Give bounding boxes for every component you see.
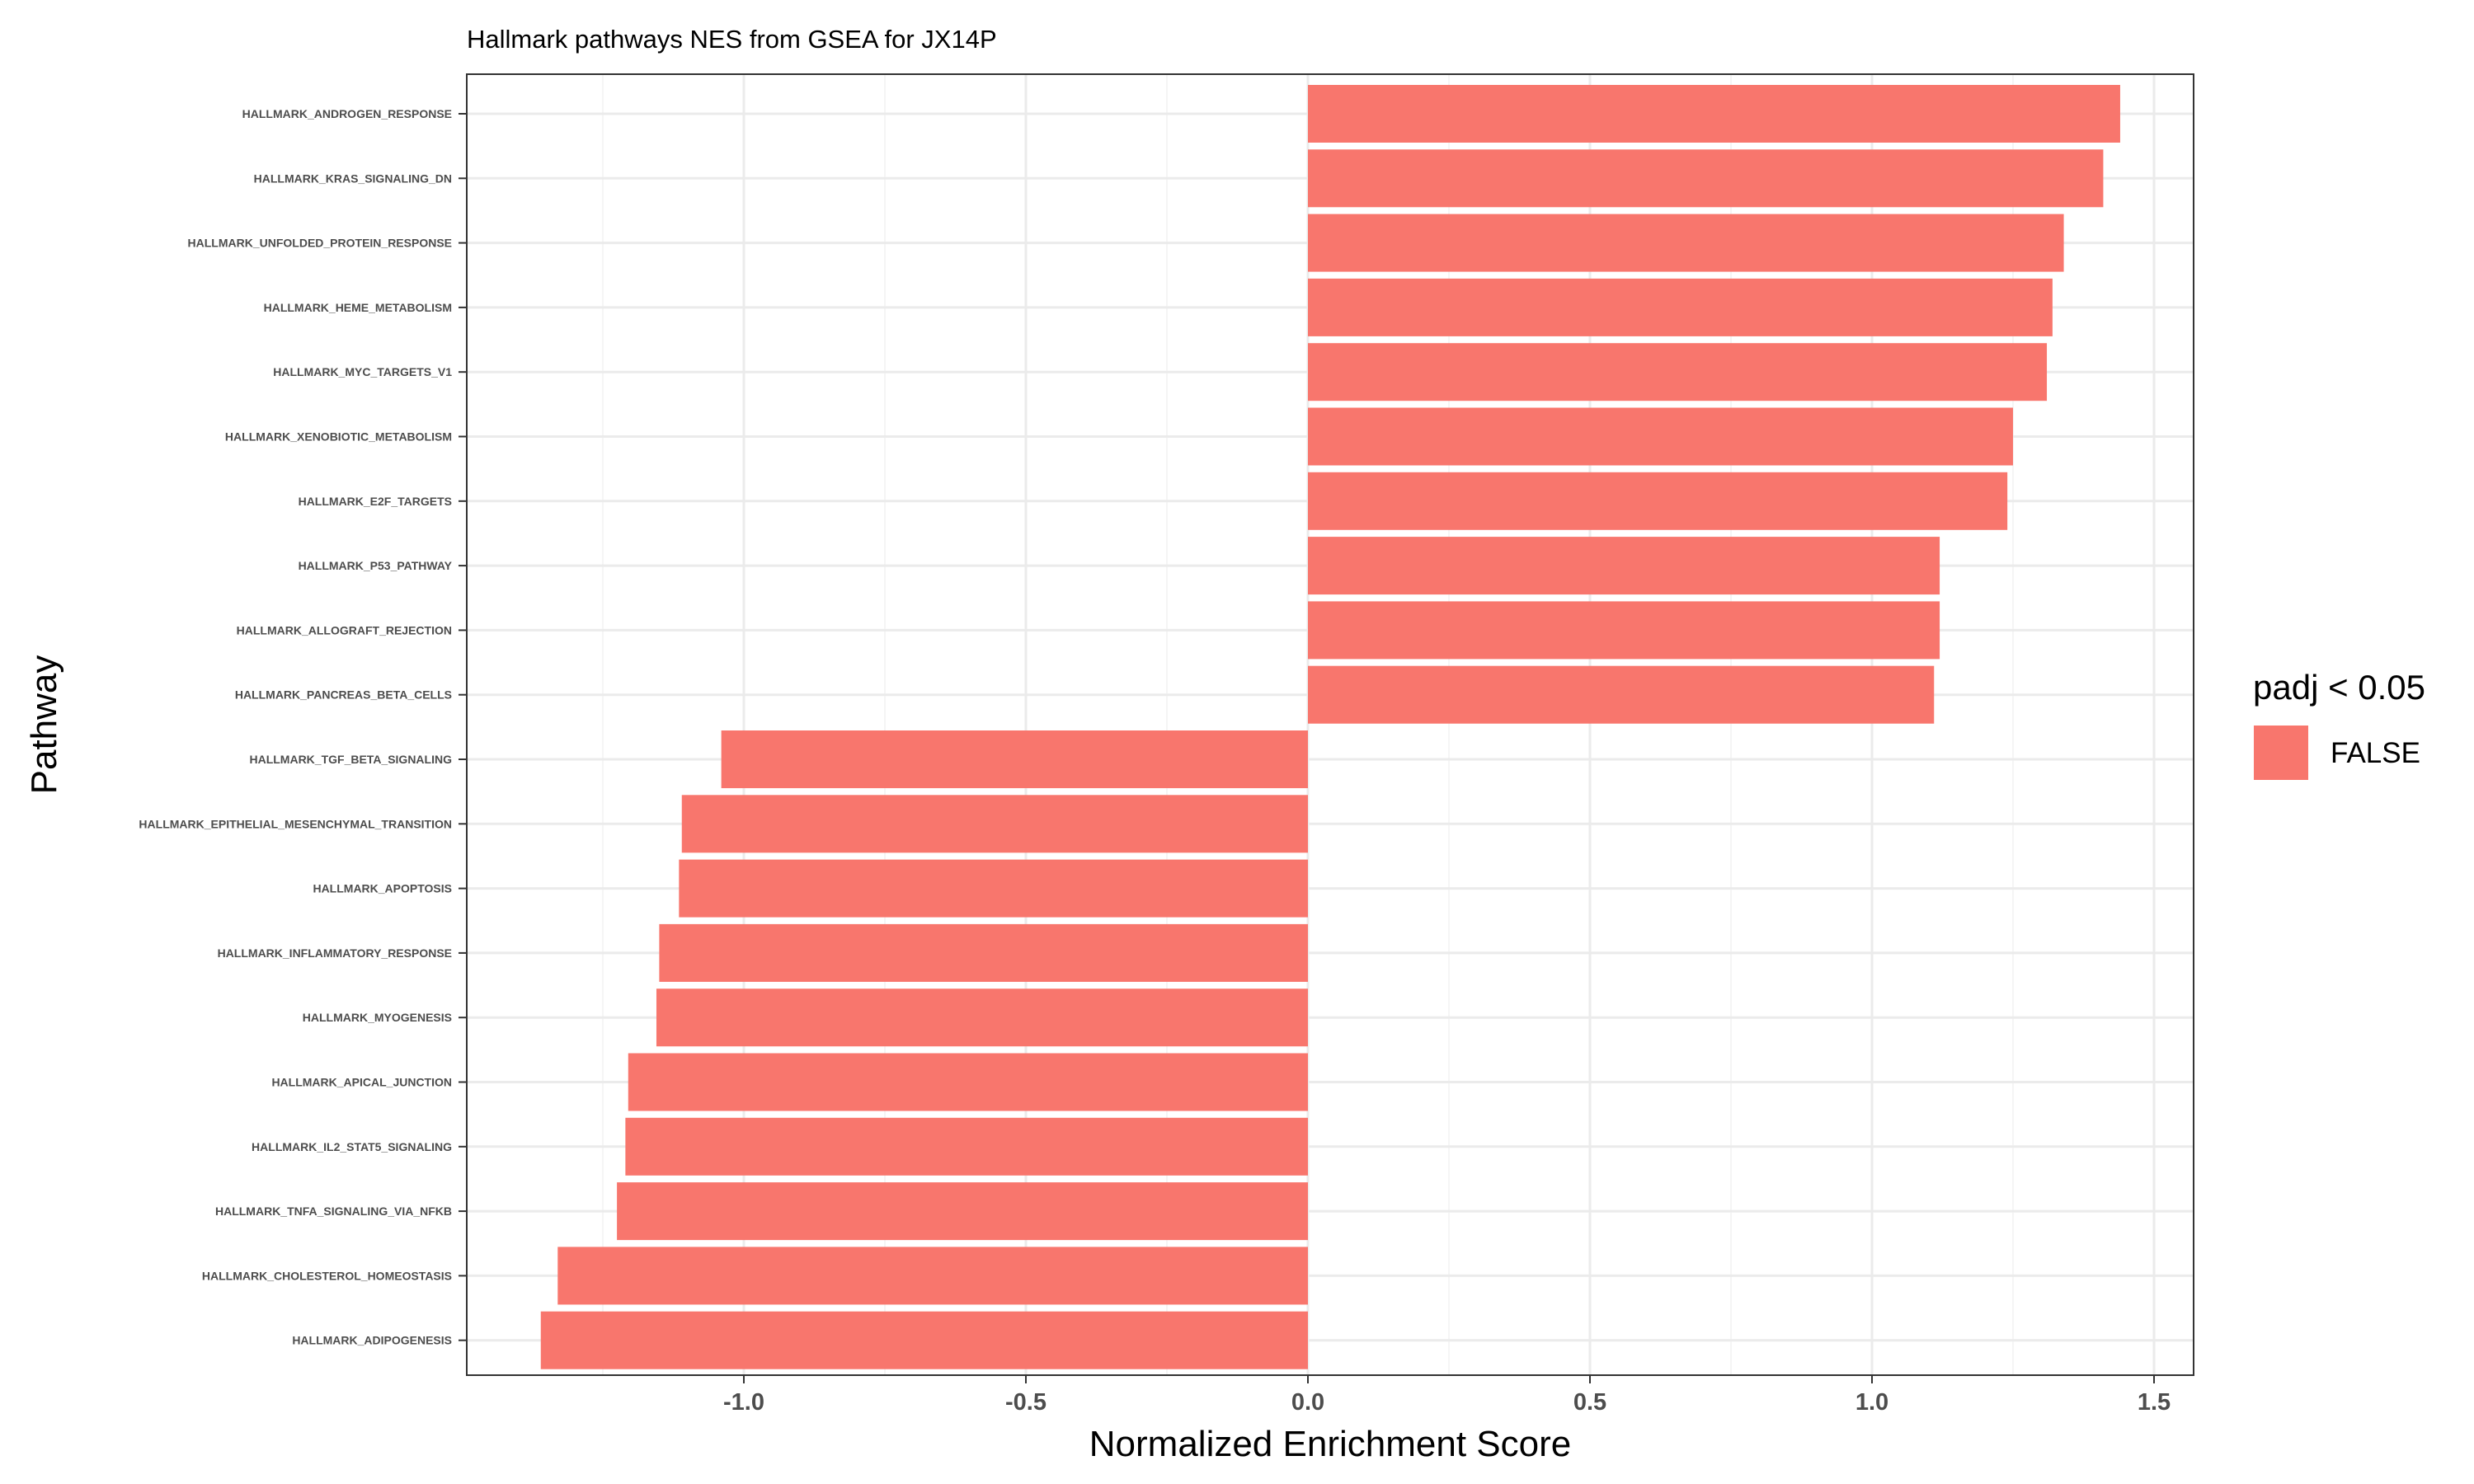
y-tick-label: HALLMARK_MYOGENESIS [303, 1011, 452, 1024]
legend-title: padj < 0.05 [2253, 668, 2425, 707]
y-tick-label: HALLMARK_TNFA_SIGNALING_VIA_NFKB [215, 1205, 452, 1218]
bar [1308, 149, 2104, 208]
x-tick-label: -1.0 [723, 1389, 764, 1416]
y-tick-label: HALLMARK_MYC_TARGETS_V1 [273, 365, 452, 378]
x-tick-label: -0.5 [1005, 1389, 1047, 1416]
y-tick-label: HALLMARK_TGF_BETA_SIGNALING [249, 753, 452, 766]
legend-key-false [2254, 726, 2308, 780]
y-tick-label: HALLMARK_ADIPOGENESIS [292, 1334, 452, 1347]
y-tick-label: HALLMARK_ANDROGEN_RESPONSE [242, 107, 452, 120]
bar [540, 1311, 1308, 1369]
bar [1308, 407, 2013, 466]
bar [617, 1182, 1308, 1241]
y-tick-label: HALLMARK_INFLAMMATORY_RESPONSE [218, 946, 452, 960]
bar [1308, 537, 1940, 595]
bar [659, 923, 1308, 982]
x-tick-label: 0.0 [1291, 1389, 1324, 1416]
chart-title: Hallmark pathways NES from GSEA for JX14… [467, 25, 997, 54]
bar [1308, 472, 2008, 530]
x-tick-label: 1.5 [2138, 1389, 2171, 1416]
y-tick-label: HALLMARK_XENOBIOTIC_METABOLISM [225, 430, 452, 444]
y-tick-label: HALLMARK_APOPTOSIS [313, 882, 452, 895]
bar [625, 1117, 1308, 1176]
bar [679, 859, 1308, 918]
x-tick-label: 1.0 [1856, 1389, 1888, 1416]
y-tick-label: HALLMARK_HEME_METABOLISM [264, 301, 452, 314]
y-tick-label: HALLMARK_EPITHELIAL_MESENCHYMAL_TRANSITI… [139, 817, 452, 830]
y-tick-label: HALLMARK_IL2_STAT5_SIGNALING [252, 1140, 452, 1153]
x-tick-label: 0.5 [1573, 1389, 1606, 1416]
bar [1308, 85, 2120, 143]
plot-panel-border [466, 73, 2194, 1376]
bar [628, 1053, 1308, 1111]
y-tick-label: HALLMARK_CHOLESTEROL_HOMEOSTASIS [202, 1269, 452, 1282]
bar [1308, 665, 1935, 724]
bar [721, 730, 1308, 788]
bar [681, 795, 1308, 853]
bars [540, 85, 2120, 1369]
bar [557, 1247, 1308, 1305]
bar [1308, 601, 1940, 660]
bar [1308, 343, 2048, 402]
bar [1308, 214, 2064, 272]
y-tick-label: HALLMARK_P53_PATHWAY [299, 559, 453, 572]
y-tick-label: HALLMARK_APICAL_JUNCTION [271, 1076, 452, 1089]
legend: padj < 0.05 FALSE [2253, 668, 2425, 780]
legend-label-false: FALSE [2331, 737, 2420, 769]
bar [1308, 278, 2053, 336]
y-axis-ticks: HALLMARK_ANDROGEN_RESPONSE HALLMARK_KRAS_… [139, 107, 467, 1347]
y-tick-label: HALLMARK_KRAS_SIGNALING_DN [254, 171, 452, 185]
y-axis-title: Pathway [24, 655, 64, 795]
y-tick-label: HALLMARK_ALLOGRAFT_REJECTION [237, 623, 452, 636]
y-tick-label: HALLMARK_E2F_TARGETS [299, 495, 452, 508]
x-axis-title: Normalized Enrichment Score [1089, 1424, 1571, 1464]
y-tick-label: HALLMARK_UNFOLDED_PROTEIN_RESPONSE [188, 237, 452, 250]
bar [656, 989, 1308, 1047]
x-axis-ticks: -1.0 -0.5 0.0 0.5 1.0 1.5 [723, 1375, 2171, 1416]
y-tick-label: HALLMARK_PANCREAS_BETA_CELLS [235, 688, 452, 702]
